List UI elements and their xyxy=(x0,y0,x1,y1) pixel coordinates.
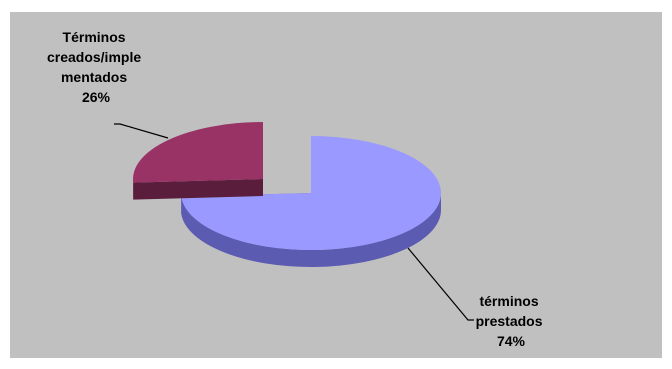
leader-line-creados xyxy=(114,123,169,139)
slice-percent-prestados: 74% xyxy=(497,333,526,349)
slice-label-creados-line1: Términos xyxy=(63,29,126,45)
pie-cut-face-creados-0 xyxy=(133,179,263,200)
leader-line-prestados xyxy=(407,247,474,321)
slice-label-creados-line3: mentados xyxy=(61,69,127,85)
slice-label-creados-line2: creados/imple xyxy=(47,49,141,65)
pie-slice-creados xyxy=(133,122,263,183)
pie-side-prestados-b xyxy=(181,193,441,267)
slice-label-prestados-line2: prestados xyxy=(476,313,543,329)
slice-label-creados: Términos creados/imple mentados 26% xyxy=(47,29,145,105)
slice-label-prestados-line1: términos xyxy=(479,293,538,309)
slice-percent-creados: 26% xyxy=(82,89,111,105)
slice-label-prestados: términos prestados 74% xyxy=(476,293,547,349)
pie-slice-prestados xyxy=(181,136,441,250)
